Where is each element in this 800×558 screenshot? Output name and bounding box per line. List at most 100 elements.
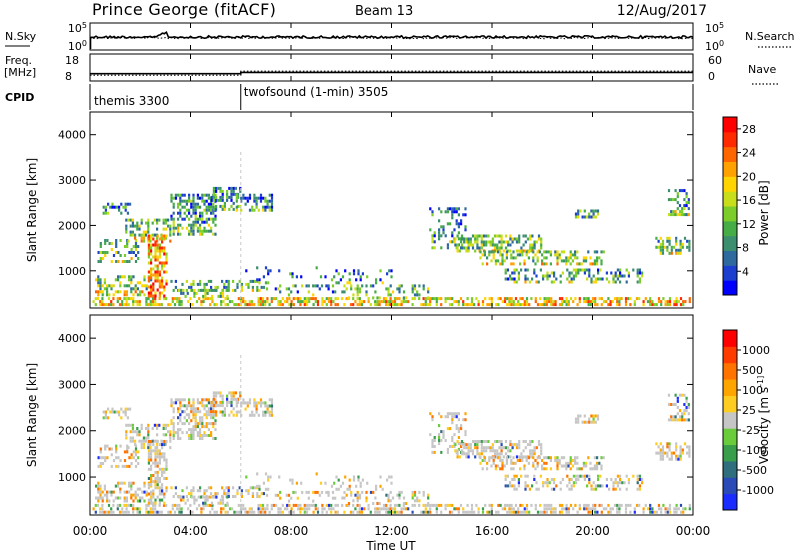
velocity-cell (150, 480, 153, 484)
velocity-cell (596, 464, 599, 468)
velocity-cell (537, 440, 541, 443)
power-cell (533, 268, 536, 272)
velocity-cell (568, 487, 571, 491)
velocity-cell (192, 416, 195, 420)
power-cell (488, 250, 491, 254)
power-cell (529, 249, 532, 253)
power-cell (363, 300, 366, 304)
power-cell (212, 202, 215, 206)
velocity-cell (536, 464, 539, 468)
velocity-cell (460, 443, 464, 447)
power-cell (683, 198, 686, 202)
power-cell (290, 303, 293, 307)
velocity-cell (466, 503, 469, 507)
power-cell (429, 297, 432, 301)
velocity-cell (136, 510, 139, 514)
power-cell (245, 282, 248, 286)
velocity-cell (532, 461, 535, 465)
power-cell (435, 303, 438, 307)
velocity-cell (668, 507, 672, 511)
velocity-cell (675, 503, 678, 507)
power-cell (438, 219, 441, 223)
velocity-cell (431, 415, 434, 419)
velocity-cell (509, 449, 512, 453)
velocity-cell (471, 449, 475, 453)
velocity-cell (106, 490, 109, 494)
velocity-cell (99, 507, 102, 511)
power-cell (149, 300, 152, 304)
power-cell (460, 237, 464, 241)
velocity-cell (312, 510, 315, 514)
power-cell (513, 237, 516, 241)
velocity-cell (349, 510, 353, 514)
velocity-cell (147, 443, 150, 447)
power-cell (567, 256, 570, 260)
power-cell (527, 250, 530, 254)
velocity-cell (526, 443, 530, 447)
power-cell (567, 259, 570, 263)
velocity-cell (204, 503, 207, 507)
velocity-cell (453, 507, 456, 511)
velocity-cell (145, 510, 148, 514)
velocity-cell (543, 507, 546, 511)
velocity-cell (308, 507, 311, 511)
power-cell (209, 303, 212, 307)
velocity-cell (230, 404, 233, 408)
power-cell (513, 277, 516, 281)
velocity-cell (158, 423, 161, 427)
power-cell (124, 208, 127, 212)
power-cell (300, 275, 303, 279)
power-cell (188, 211, 191, 215)
velocity-cell (468, 510, 471, 514)
power-cell (466, 303, 469, 307)
velocity-cell (530, 503, 533, 507)
velocity-cell (382, 503, 386, 507)
velocity-cell (122, 410, 125, 414)
power-cell (136, 293, 139, 297)
velocity-cell (142, 439, 145, 443)
power-cell (460, 222, 463, 226)
power-cell (614, 274, 617, 278)
velocity-cell (508, 503, 511, 507)
power-cell (162, 221, 165, 225)
power-cell (678, 204, 682, 208)
velocity-cell (636, 474, 639, 478)
velocity-cell (294, 490, 297, 494)
velocity-cell (524, 481, 527, 485)
velocity-cell (465, 452, 468, 456)
velocity-cell (162, 427, 165, 430)
power-cell (181, 193, 184, 197)
velocity-cell (594, 510, 597, 514)
power-cell (512, 303, 515, 307)
velocity-cell (582, 461, 585, 465)
colorbar-swatch (723, 330, 737, 347)
power-cell (524, 268, 527, 272)
velocity-cell (513, 443, 516, 447)
power-cell (147, 218, 150, 222)
power-cell (230, 192, 233, 196)
power-cell (262, 196, 265, 200)
velocity-cell (505, 456, 508, 460)
velocity-cell (165, 464, 168, 468)
velocity-cell (636, 487, 639, 491)
colorbar-swatch (723, 379, 737, 396)
velocity-cell (196, 489, 199, 493)
velocity-cell (582, 464, 585, 468)
power-cell (192, 223, 195, 227)
velocity-cell (156, 480, 159, 484)
power-cell (438, 231, 441, 235)
power-cell (365, 290, 368, 294)
power-cell (214, 214, 217, 218)
velocity-cell (118, 410, 121, 414)
velocity-cell (496, 452, 499, 456)
power-cell (246, 303, 249, 307)
velocity-cell (259, 503, 262, 507)
velocity-cell (290, 507, 293, 511)
power-cell (426, 303, 430, 307)
power-cell (666, 300, 669, 304)
power-cell (258, 278, 261, 282)
power-cell (123, 293, 126, 297)
power-cell (192, 229, 195, 233)
velocity-cell (111, 410, 114, 414)
power-cell (204, 297, 207, 301)
